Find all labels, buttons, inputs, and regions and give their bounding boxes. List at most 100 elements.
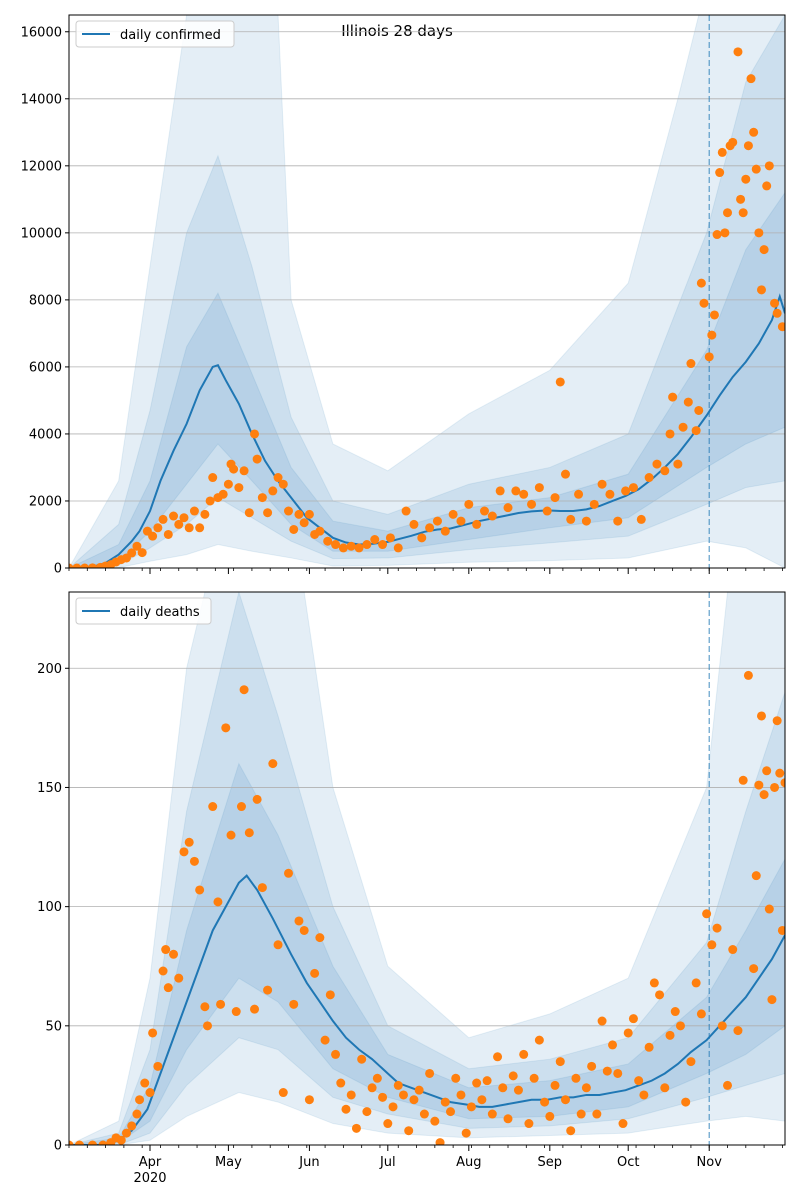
observation-point <box>743 141 753 151</box>
observation-point <box>670 1007 680 1017</box>
y-tick-label: 4000 <box>29 427 62 442</box>
observation-point <box>153 1061 163 1071</box>
observation-point <box>268 486 278 496</box>
observation-point <box>668 392 678 402</box>
observation-point <box>278 1088 288 1098</box>
observation-point <box>487 1109 497 1119</box>
observation-point <box>529 1073 539 1083</box>
observation-point <box>764 904 774 914</box>
observation-point <box>542 506 552 516</box>
observation-point <box>116 1135 126 1145</box>
observation-point <box>493 1052 503 1062</box>
observation-point <box>357 1054 367 1064</box>
observation-point <box>351 1123 361 1133</box>
chart-panel-confirmed: 0 2000 4000 6000 8000 10000 12000 14000 16000 <box>21 14 786 577</box>
y-tick-label: 50 <box>45 1019 62 1034</box>
observation-point <box>511 486 521 496</box>
observation-point <box>772 716 782 726</box>
observation-point <box>289 999 299 1009</box>
legend-box <box>75 597 212 625</box>
observation-point <box>354 543 364 553</box>
observation-point <box>137 548 147 558</box>
observation-point <box>749 964 759 974</box>
observation-point <box>200 1002 210 1012</box>
observation-point <box>456 1090 466 1100</box>
observation-point <box>756 285 766 295</box>
observation-point <box>665 1030 675 1040</box>
observation-point <box>331 540 341 550</box>
observation-point <box>741 174 751 184</box>
observation-point <box>336 1078 346 1088</box>
observation-point <box>163 529 173 539</box>
observation-point <box>244 828 254 838</box>
observation-point <box>216 999 226 1009</box>
x-tick-label: Jun <box>298 1155 319 1170</box>
observation-point <box>325 990 335 1000</box>
observation-point <box>733 1026 743 1036</box>
observation-point <box>372 1073 382 1083</box>
observation-point <box>239 685 249 695</box>
observation-point <box>362 1107 372 1117</box>
observation-point <box>294 509 304 519</box>
observation-point <box>127 1121 137 1131</box>
observation-point <box>218 489 228 499</box>
observation-point <box>720 228 730 238</box>
observation-point <box>495 486 505 496</box>
observation-point <box>628 1014 638 1024</box>
observation-point <box>341 1104 351 1114</box>
y-tick-label: 12000 <box>21 159 62 174</box>
axes-frame <box>68 14 786 569</box>
observation-point <box>273 940 283 950</box>
observation-point <box>597 1016 607 1026</box>
observation-point <box>294 916 304 926</box>
observation-point <box>644 1042 654 1052</box>
observation-point <box>140 1078 150 1088</box>
observation-point <box>179 513 189 523</box>
observation-point <box>628 483 638 493</box>
observation-point <box>414 1085 424 1095</box>
observation-point <box>759 790 769 800</box>
observation-point <box>605 489 615 499</box>
observation-point <box>519 489 529 499</box>
observation-point <box>756 711 766 721</box>
observation-point <box>425 523 435 533</box>
observation-point <box>320 1035 330 1045</box>
y-tick-label: 0 <box>54 562 62 577</box>
observation-point <box>158 514 168 524</box>
observation-point <box>234 483 244 493</box>
y-tick-label: 8000 <box>29 293 62 308</box>
observation-point <box>393 1080 403 1090</box>
observation-point <box>472 519 482 529</box>
observation-point <box>555 1057 565 1067</box>
observation-point <box>566 1126 576 1136</box>
y-tick-label: 14000 <box>21 92 62 107</box>
observation-point <box>699 298 709 308</box>
observation-point <box>770 782 780 792</box>
y-tick-label: 200 <box>37 662 62 677</box>
observation-point <box>728 137 738 147</box>
observation-point <box>184 523 194 533</box>
observation-point <box>686 1057 696 1067</box>
observation-point <box>268 759 278 769</box>
observation-point <box>121 1128 131 1138</box>
observation-point <box>456 516 466 526</box>
observation-point <box>498 1083 508 1093</box>
observation-point <box>98 1140 108 1145</box>
observation-point <box>704 352 714 362</box>
observation-point <box>223 479 233 489</box>
observation-point <box>566 514 576 524</box>
observation-point <box>409 1095 419 1105</box>
observation-point <box>432 516 442 526</box>
observation-point <box>208 473 218 483</box>
observation-point <box>153 523 163 533</box>
observation-point <box>660 1083 670 1093</box>
x-tick-label: Nov <box>697 1155 723 1170</box>
observation-point <box>417 533 427 543</box>
x-tick-label: May <box>215 1155 242 1170</box>
observation-point <box>179 847 189 857</box>
observation-point <box>273 473 283 483</box>
uncertainty-band-middle <box>69 592 785 1145</box>
observation-point <box>527 499 537 509</box>
observation-point <box>587 1061 597 1071</box>
